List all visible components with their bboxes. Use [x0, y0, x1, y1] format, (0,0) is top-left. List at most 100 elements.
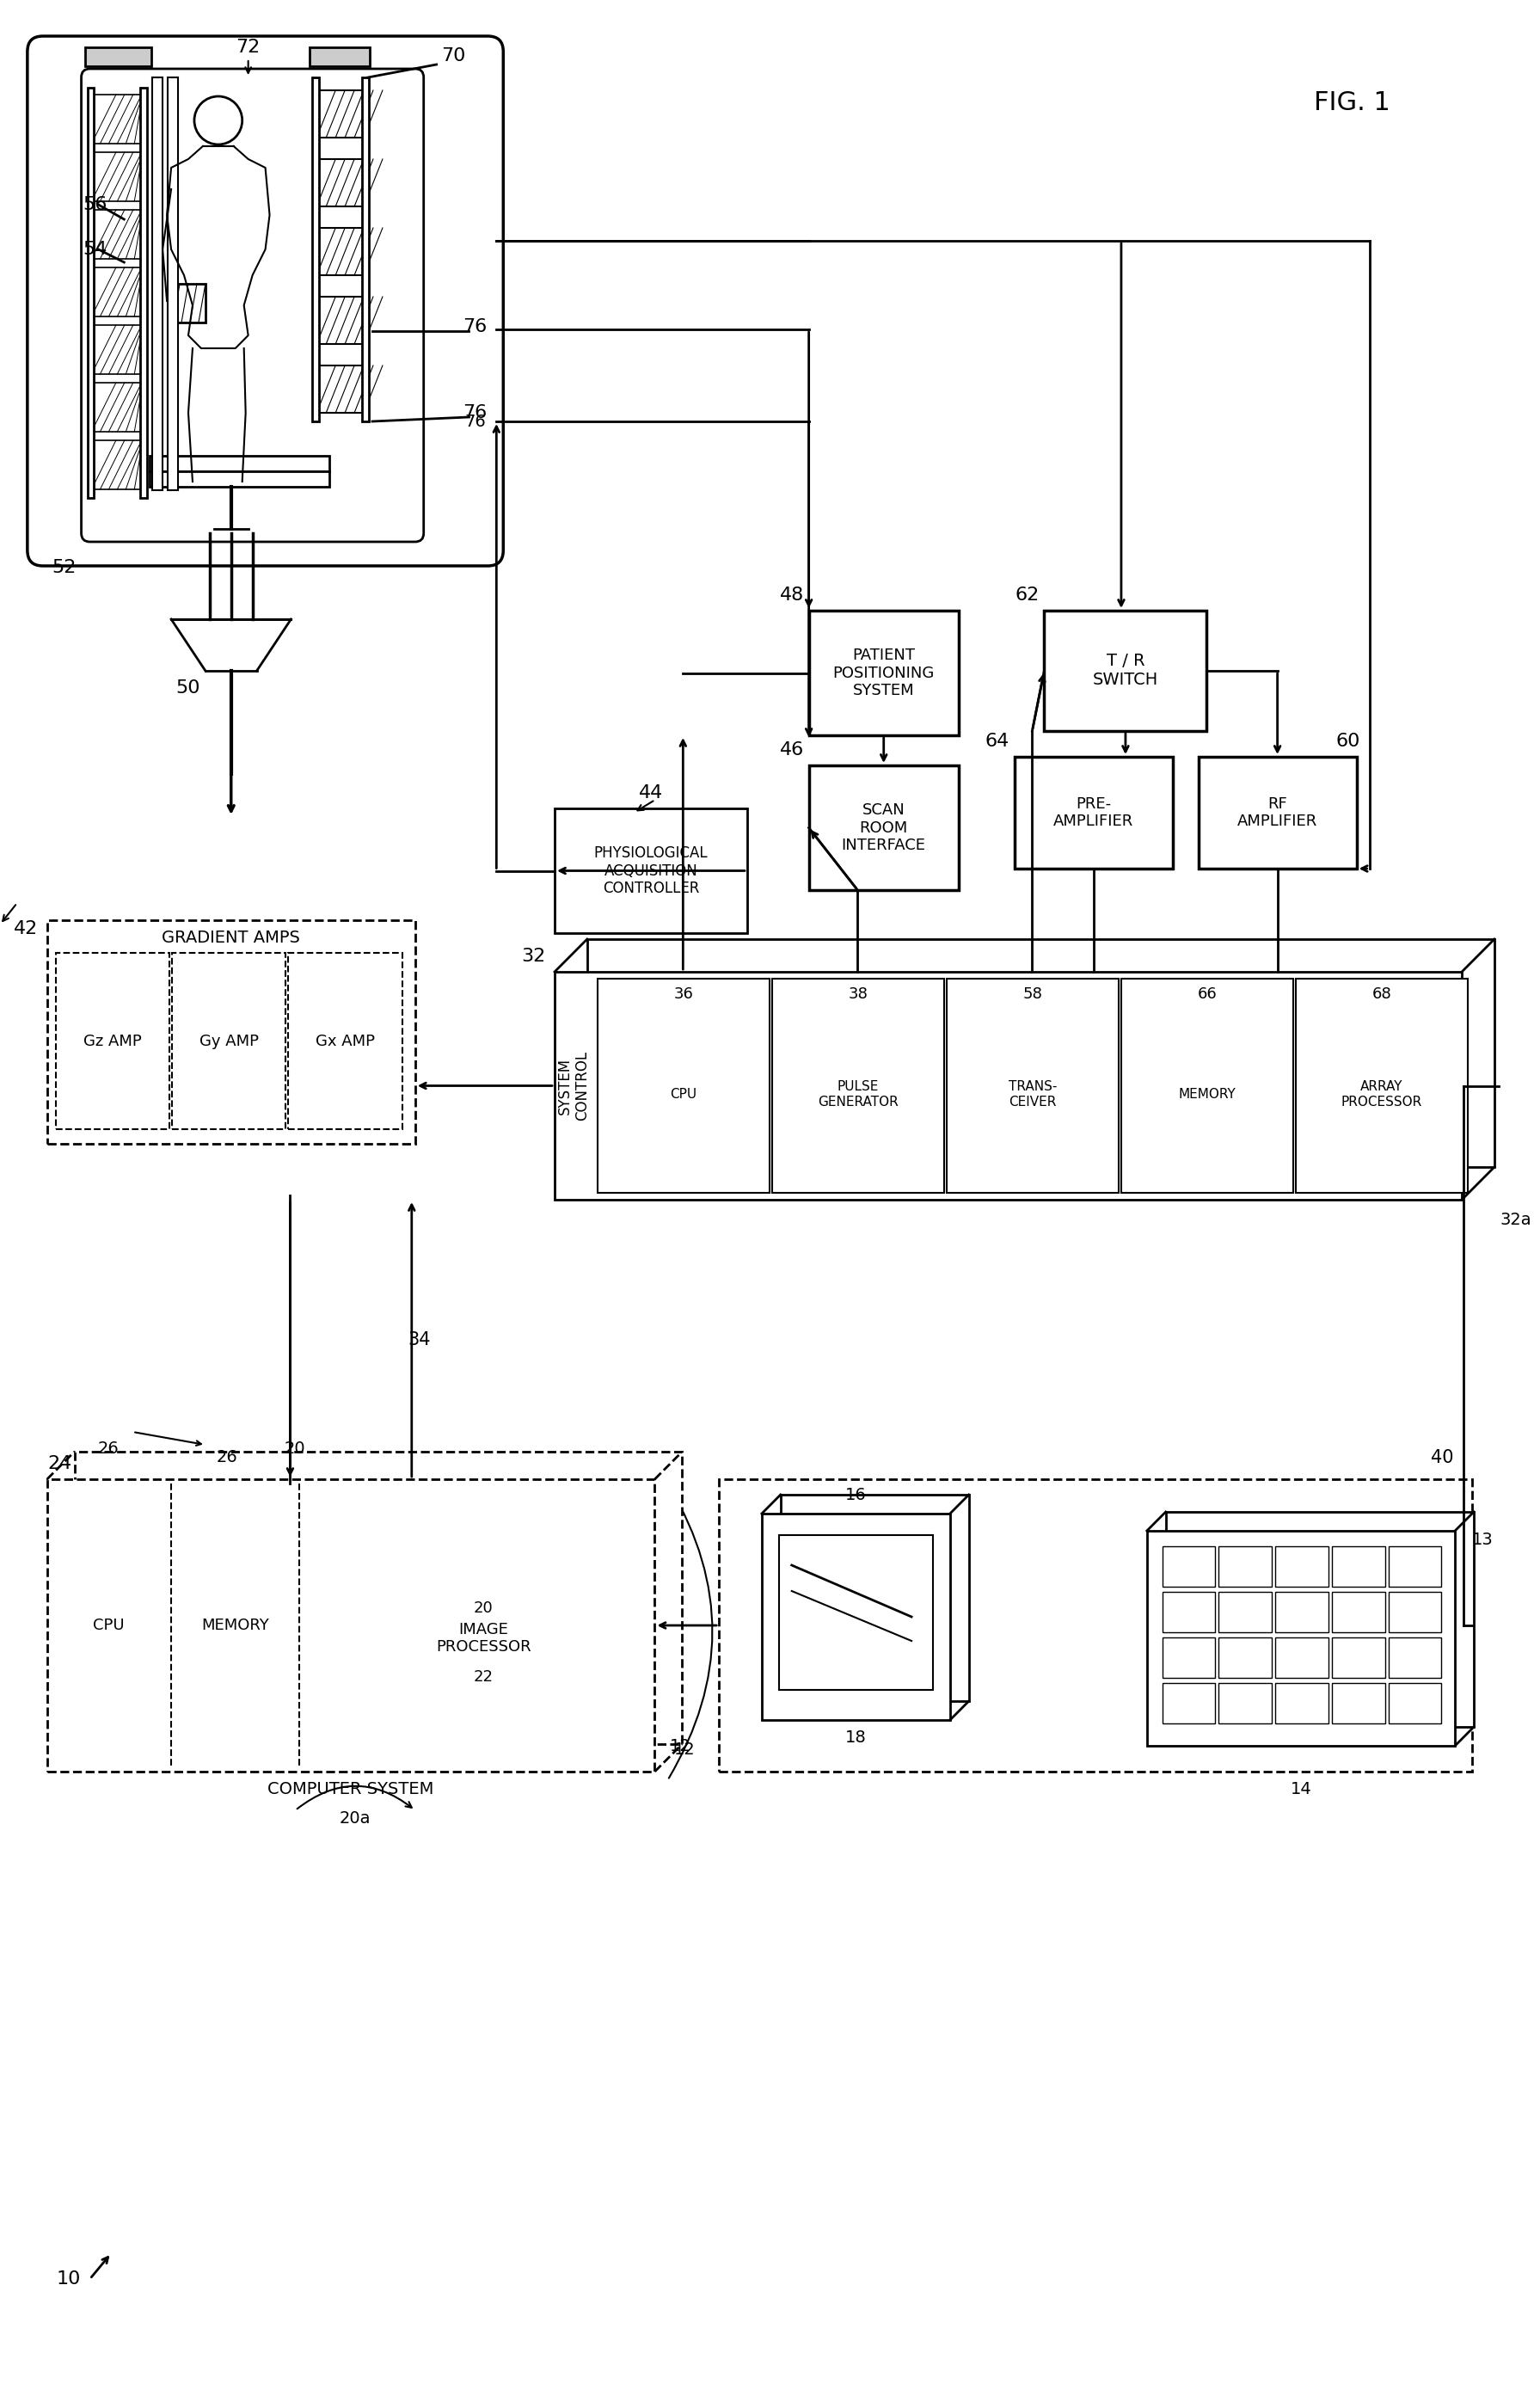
Text: 46: 46	[779, 742, 804, 759]
Bar	[1163, 1546, 1215, 1587]
Bar	[779, 1536, 933, 1690]
Bar	[1388, 1683, 1442, 1724]
Text: 12: 12	[670, 1739, 692, 1753]
Text: 20: 20	[285, 1440, 305, 1457]
Text: 32: 32	[522, 949, 546, 966]
Bar	[1275, 1683, 1328, 1724]
Bar	[1332, 1683, 1385, 1724]
Bar	[1163, 1637, 1215, 1678]
Bar	[152, 77, 163, 491]
FancyBboxPatch shape	[81, 70, 423, 542]
Bar	[1332, 1546, 1385, 1587]
Bar	[141, 87, 147, 498]
Text: ARRAY
PROCESSOR: ARRAY PROCESSOR	[1341, 1081, 1422, 1108]
Bar	[597, 978, 770, 1192]
FancyArrowPatch shape	[669, 1488, 712, 1777]
Text: TRANS-
CEIVER: TRANS- CEIVER	[1008, 1081, 1057, 1108]
Bar	[555, 973, 1462, 1199]
Bar	[1147, 1531, 1456, 1746]
Bar	[1198, 756, 1356, 869]
Text: RF
AMPLIFIER: RF AMPLIFIER	[1238, 797, 1318, 828]
Bar	[150, 455, 330, 472]
Bar	[172, 284, 206, 323]
Bar	[555, 809, 747, 932]
Bar	[1220, 1683, 1272, 1724]
Text: 62: 62	[1016, 588, 1039, 604]
Text: 76: 76	[463, 405, 488, 421]
Text: MEMORY: MEMORY	[1178, 1088, 1236, 1100]
Text: 12: 12	[673, 1741, 695, 1758]
Bar	[92, 325, 143, 373]
Text: 16: 16	[845, 1486, 867, 1503]
Text: SCAN
ROOM
INTERFACE: SCAN ROOM INTERFACE	[842, 802, 927, 852]
Text: 50: 50	[176, 679, 201, 696]
Text: 36: 36	[673, 987, 693, 1002]
Text: 42: 42	[14, 920, 38, 937]
Bar	[1332, 1592, 1385, 1633]
Bar	[316, 366, 364, 412]
Text: 56: 56	[83, 195, 107, 214]
Bar	[808, 766, 959, 891]
Bar	[1220, 1546, 1272, 1587]
Text: 14: 14	[1290, 1780, 1312, 1796]
Text: 26: 26	[216, 1450, 238, 1466]
Text: 44: 44	[638, 785, 663, 802]
Bar	[92, 209, 143, 260]
Bar	[1332, 1637, 1385, 1678]
Bar	[1388, 1592, 1442, 1633]
Bar	[1014, 756, 1172, 869]
Text: 76: 76	[463, 318, 488, 335]
FancyBboxPatch shape	[28, 36, 503, 566]
Bar	[92, 267, 143, 315]
Text: 72: 72	[236, 39, 261, 55]
Text: Gx AMP: Gx AMP	[316, 1033, 374, 1050]
Bar	[588, 939, 1494, 1168]
Text: 34: 34	[408, 1332, 431, 1348]
Bar	[313, 77, 319, 421]
Bar	[1388, 1637, 1442, 1678]
Text: Gy AMP: Gy AMP	[199, 1033, 259, 1050]
Text: PRE-
AMPLIFIER: PRE- AMPLIFIER	[1054, 797, 1134, 828]
Bar	[84, 48, 152, 65]
Text: PULSE
GENERATOR: PULSE GENERATOR	[818, 1081, 899, 1108]
Bar	[316, 229, 364, 275]
Text: IMAGE
PROCESSOR: IMAGE PROCESSOR	[436, 1621, 531, 1654]
Bar	[48, 920, 416, 1144]
Bar	[1045, 612, 1207, 732]
Text: 22: 22	[474, 1669, 494, 1686]
Text: GRADIENT AMPS: GRADIENT AMPS	[163, 929, 301, 946]
Text: 68: 68	[1371, 987, 1391, 1002]
Text: 58: 58	[1023, 987, 1043, 1002]
Bar	[48, 1479, 655, 1772]
Bar	[310, 48, 370, 65]
Bar	[172, 954, 285, 1129]
Bar	[719, 1479, 1473, 1772]
Bar	[92, 383, 143, 431]
Bar	[781, 1495, 969, 1700]
Text: 40: 40	[1431, 1450, 1454, 1466]
Text: MEMORY: MEMORY	[201, 1618, 270, 1633]
Text: 54: 54	[83, 241, 107, 258]
Bar	[1275, 1637, 1328, 1678]
Text: CPU: CPU	[670, 1088, 696, 1100]
Bar	[946, 978, 1118, 1192]
Text: 76: 76	[465, 414, 486, 429]
Bar	[362, 77, 368, 421]
Bar	[1275, 1546, 1328, 1587]
Bar	[772, 978, 943, 1192]
Text: COMPUTER SYSTEM: COMPUTER SYSTEM	[268, 1780, 434, 1796]
Text: 38: 38	[848, 987, 868, 1002]
Bar	[316, 159, 364, 207]
Text: 70: 70	[442, 48, 466, 65]
Text: 52: 52	[52, 559, 77, 576]
Bar	[1163, 1683, 1215, 1724]
FancyArrowPatch shape	[298, 1787, 411, 1808]
Text: T / R
SWITCH: T / R SWITCH	[1092, 653, 1158, 689]
Bar	[1275, 1592, 1328, 1633]
Bar	[1121, 978, 1293, 1192]
Bar	[808, 612, 959, 734]
Text: 60: 60	[1336, 732, 1361, 749]
Polygon shape	[172, 619, 291, 672]
Text: 18: 18	[845, 1729, 867, 1746]
Bar	[1163, 1592, 1215, 1633]
